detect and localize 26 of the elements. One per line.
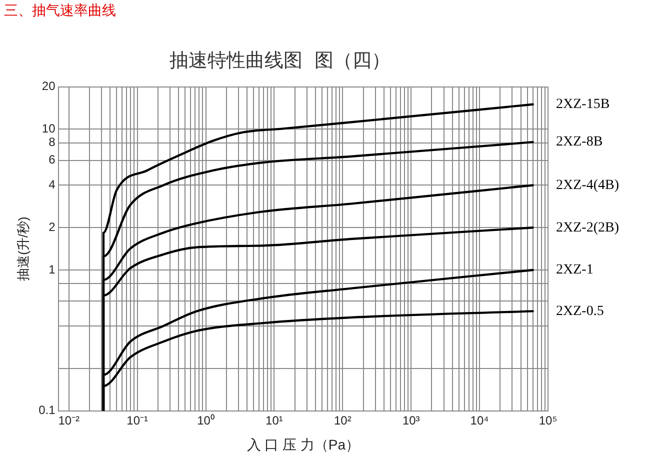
y-tick-label: 8 xyxy=(48,135,56,150)
series-label: 2XZ-4(4B) xyxy=(556,178,620,193)
x-axis-title: 入 口 压 力（Pa） xyxy=(246,436,360,452)
series-label: 2XZ-2(2B) xyxy=(556,220,620,236)
x-tick-label: 10² xyxy=(334,413,352,428)
x-tick-label: 10⁴ xyxy=(470,413,489,428)
x-tick-label: 10⁻¹ xyxy=(126,413,148,428)
chart-title: 三、抽气速率曲线 xyxy=(4,2,116,20)
y-tick-label: 2 xyxy=(48,220,56,234)
x-tick-label: 10⁻² xyxy=(58,413,80,428)
y-tick-label: 20 xyxy=(42,79,56,94)
x-tick-label: 10⁰ xyxy=(197,413,214,428)
y-axis-title: 抽速(升/秒) xyxy=(15,216,30,281)
y-tick-label: 0.1 xyxy=(38,403,56,418)
series-label: 2XZ-1 xyxy=(556,262,594,278)
x-tick-label: 10⁵ xyxy=(538,413,558,428)
chart-subtitle: 抽速特性曲线图 图（四） xyxy=(169,49,391,72)
y-tick-label: 6 xyxy=(48,152,56,167)
y-tick-label: 10 xyxy=(42,122,56,136)
series-label: 2XZ-8B xyxy=(556,134,603,150)
y-tick-label: 1 xyxy=(48,262,56,276)
series-label: 2XZ-0.5 xyxy=(556,304,604,319)
series-label: 2XZ-15B xyxy=(556,97,610,112)
x-tick-label: 10¹ xyxy=(266,413,283,428)
x-tick-label: 10³ xyxy=(402,413,420,428)
y-tick-label: 4 xyxy=(48,178,56,192)
